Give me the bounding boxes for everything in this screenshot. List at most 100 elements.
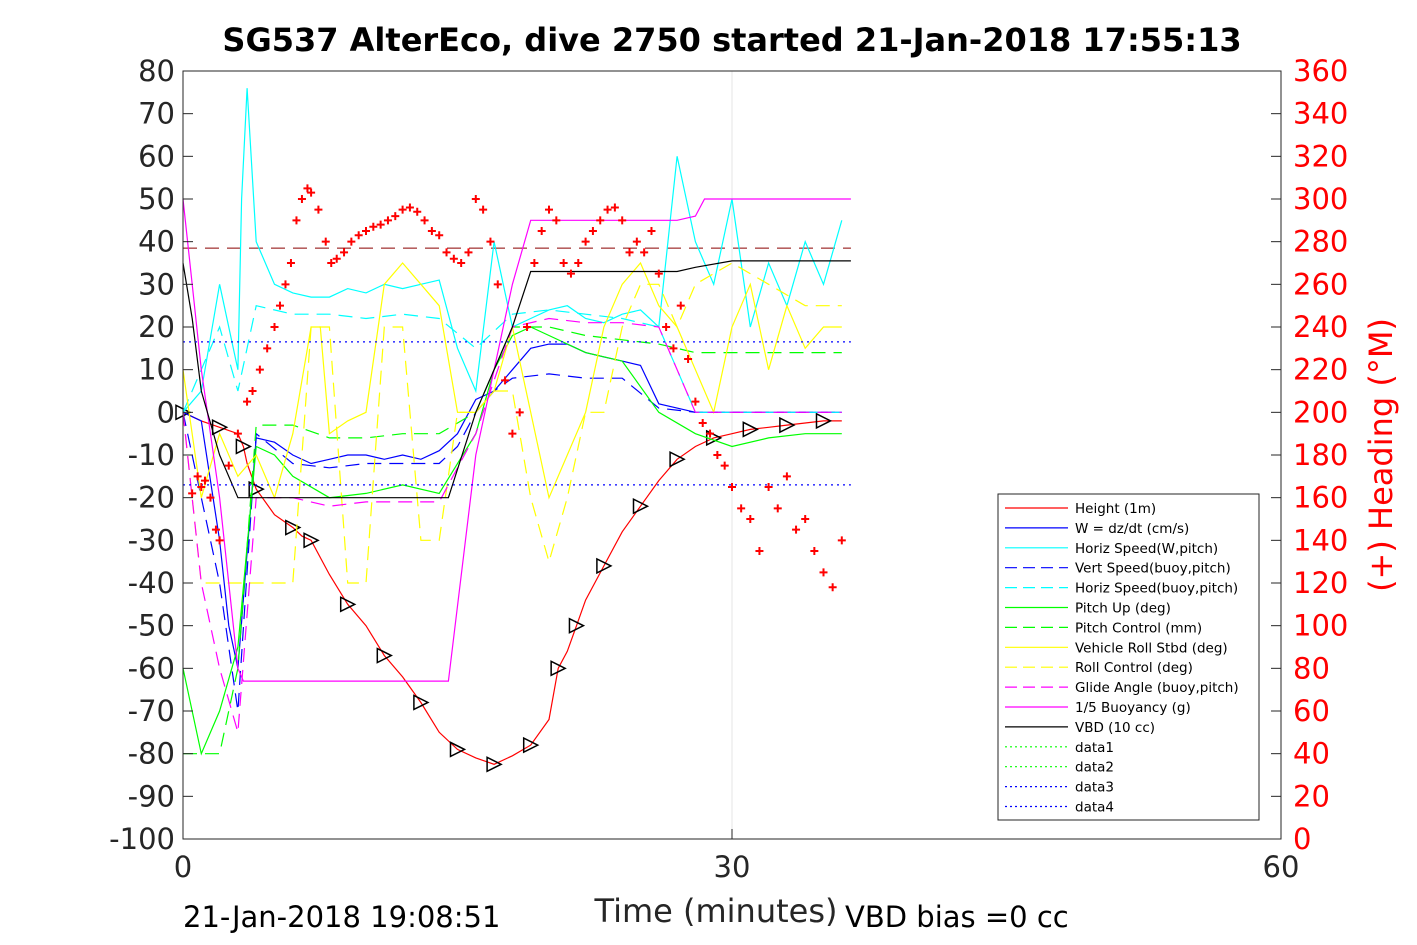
heading-point-69	[662, 323, 671, 331]
x-tick-label-1: 30	[714, 850, 751, 884]
heading-point-18	[297, 195, 306, 203]
heading-point-36	[420, 216, 429, 225]
y2-tick-label-13: 100	[1293, 609, 1348, 643]
height-marker-10	[303, 532, 320, 549]
y-tick-label-4: 40	[138, 225, 175, 259]
series-line-10	[182, 198, 851, 682]
y2-tick-label-1: 340	[1293, 97, 1348, 131]
footer-vbd-bias: VBD bias =0 cc	[845, 900, 1069, 934]
heading-point-75	[706, 429, 715, 438]
height-marker-14	[376, 647, 393, 664]
y-tick-label-18: -100	[109, 822, 175, 856]
heading-point-28	[362, 227, 370, 235]
heading-point-3	[200, 476, 209, 485]
heading-point-56	[566, 269, 575, 278]
heading-point-76	[713, 451, 722, 459]
heading-point-68	[654, 269, 663, 278]
heading-point-85	[792, 525, 801, 534]
heading-point-73	[691, 397, 700, 406]
y-tick-label-8: 0	[157, 395, 175, 429]
height-marker-16	[413, 694, 430, 711]
heading-point-54	[552, 216, 561, 225]
chart-title: SG537 AlterEco, dive 2750 started 21-Jan…	[222, 21, 1241, 59]
legend-label-14: data3	[1075, 780, 1114, 796]
heading-point-83	[773, 504, 782, 513]
legend-label-6: Pitch Control (mm)	[1075, 620, 1202, 636]
y2-tick-label-0: 360	[1293, 54, 1348, 88]
x-axis: 0 30 60	[174, 829, 1299, 884]
heading-point-31	[383, 216, 392, 225]
heading-point-12	[263, 344, 272, 353]
heading-point-25	[340, 248, 349, 257]
heading-point-59	[588, 227, 597, 235]
legend-label-9: Glide Angle (buoy,pitch)	[1075, 680, 1239, 696]
y2-tick-label-17: 20	[1293, 779, 1330, 813]
y-tick-label-7: 10	[138, 353, 175, 387]
heading-point-57	[574, 259, 583, 267]
heading-point-46	[493, 280, 502, 289]
height-marker-26	[568, 617, 586, 634]
heading-point-49	[515, 408, 524, 417]
heading-point-66	[640, 248, 649, 257]
y2-tick-label-2: 320	[1293, 139, 1348, 173]
heading-point-63	[618, 216, 627, 225]
heading-point-78	[728, 483, 736, 491]
heading-point-53	[545, 205, 553, 214]
heading-point-89	[828, 583, 837, 592]
legend-label-7: Vehicle Roll Stbd (deg)	[1075, 640, 1228, 656]
footer-timestamp: 21-Jan-2018 19:08:51	[183, 900, 500, 934]
heading-point-0	[188, 489, 197, 498]
y-tick-label-12: -40	[128, 566, 175, 600]
legend-label-5: Pitch Up (deg)	[1075, 601, 1171, 617]
legend-label-0: Height (1m)	[1075, 501, 1156, 517]
heading-point-7	[224, 461, 233, 470]
heading-point-50	[523, 323, 532, 331]
height-marker-32	[669, 451, 686, 468]
y-tick-label-15: -70	[128, 694, 175, 728]
heading-point-29	[369, 222, 378, 231]
heading-point-15	[281, 280, 290, 289]
heading-point-2	[197, 483, 206, 491]
heading-point-35	[413, 207, 422, 216]
legend-label-10: 1/5 Buoyancy (g)	[1075, 700, 1191, 716]
legend-label-13: data2	[1075, 760, 1114, 776]
heading-point-23	[327, 259, 336, 267]
heading-point-4	[206, 493, 215, 502]
y2-tick-label-16: 40	[1293, 737, 1330, 771]
heading-point-77	[720, 461, 729, 470]
heading-points	[188, 184, 846, 592]
heading-point-21	[314, 205, 323, 214]
heading-point-37	[427, 227, 436, 235]
right-y-axis: 3603403203002802602402202001801601401201…	[1271, 54, 1348, 856]
heading-point-20	[307, 188, 316, 197]
y2-tick-label-9: 180	[1293, 438, 1348, 472]
height-marker-28	[596, 557, 613, 575]
heading-point-14	[275, 301, 284, 310]
y2-tick-label-3: 300	[1293, 182, 1348, 216]
y-tick-label-2: 60	[138, 139, 175, 173]
series-line-9	[182, 317, 842, 733]
x-axis-label: Time (minutes)	[594, 892, 838, 930]
y-tick-label-5: 30	[138, 267, 175, 301]
heading-point-60	[596, 216, 605, 225]
series-line-11	[182, 260, 851, 499]
heading-point-58	[581, 237, 590, 246]
series-line-6	[183, 326, 842, 755]
heading-point-48	[508, 429, 517, 438]
heading-point-72	[684, 355, 693, 363]
y2-tick-label-11: 140	[1293, 523, 1348, 557]
y2-tick-label-7: 220	[1293, 353, 1348, 387]
heading-point-26	[347, 237, 356, 246]
heading-point-44	[479, 205, 488, 214]
legend-label-4: Horiz Speed(buoy,pitch)	[1075, 581, 1238, 597]
height-marker-30	[632, 497, 650, 515]
heading-point-62	[610, 203, 619, 212]
heading-point-61	[603, 205, 612, 214]
heading-point-16	[286, 259, 295, 267]
height-marker-40	[815, 412, 833, 430]
heading-point-27	[354, 231, 363, 240]
heading-point-9	[243, 397, 252, 406]
heading-point-90	[837, 536, 846, 545]
legend-label-12: data1	[1075, 740, 1114, 756]
heading-point-8	[233, 429, 242, 438]
